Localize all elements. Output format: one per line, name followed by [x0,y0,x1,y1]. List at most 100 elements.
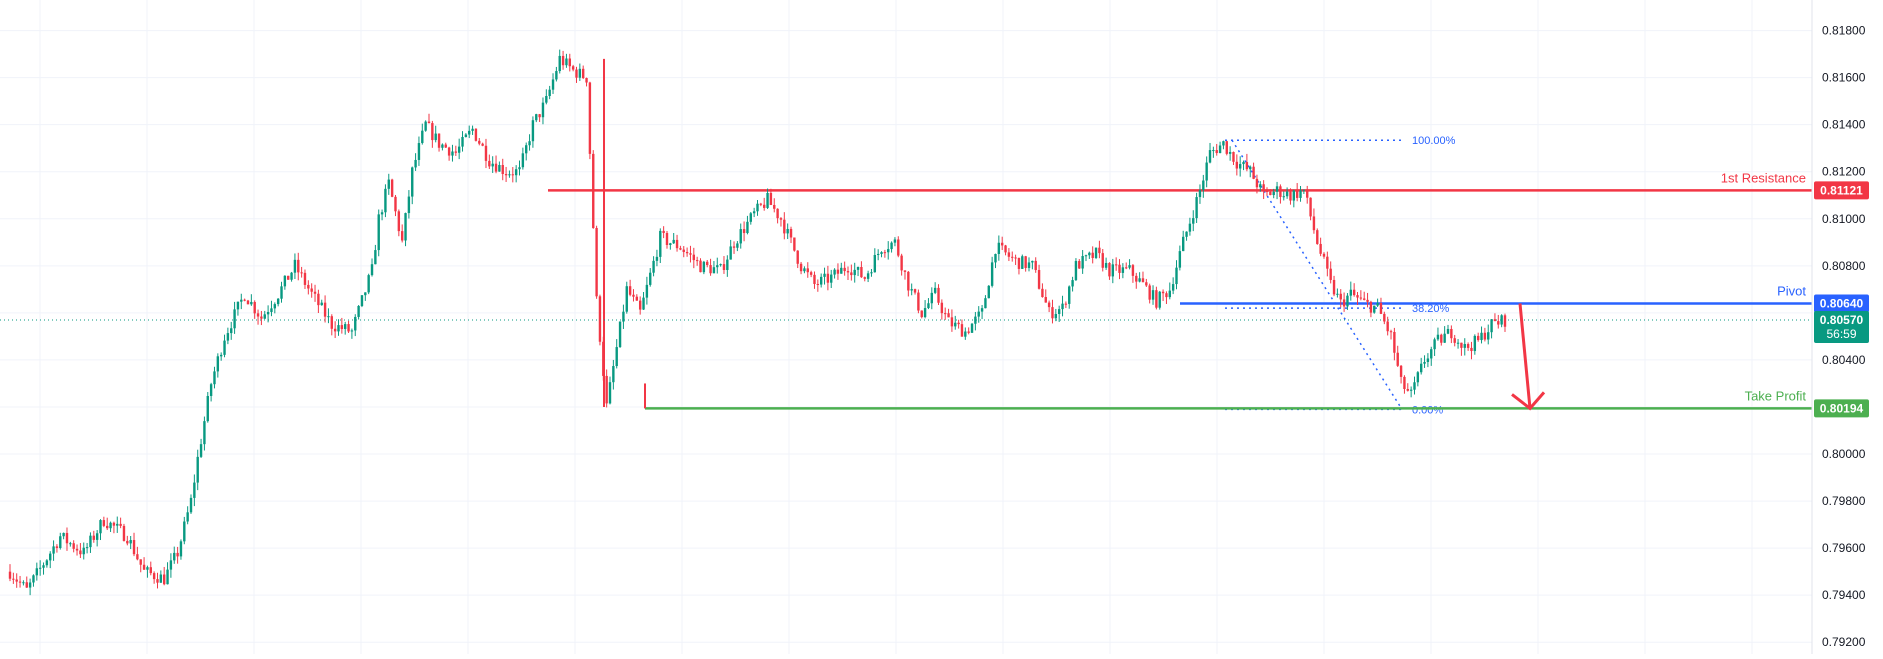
candle-body [266,311,270,315]
candle-body [1463,344,1466,348]
candle-body [283,275,287,287]
candle-body [722,264,726,270]
candle-body [196,456,199,483]
candle-body [122,525,126,541]
candle-body [22,582,25,584]
candle-body [1326,256,1329,269]
candle-body [441,144,444,148]
candle-body [853,269,856,276]
candle-body [799,263,803,272]
candle-body [132,540,136,555]
candle-body [1399,365,1403,377]
candle-body [179,541,183,557]
level-price-badge-text: 0.80640 [1820,296,1864,310]
candle-body [454,151,458,153]
candle-body [1306,189,1309,198]
candle-body [18,581,22,583]
candle-body [1470,347,1473,352]
price-tick-label: 0.81000 [1822,212,1866,226]
candle-body [1228,151,1232,154]
candle-body [1383,313,1386,322]
candle-body [189,497,193,513]
price-tick-label: 0.79800 [1822,494,1866,508]
candle-body [1342,299,1346,307]
candle-body [1426,358,1430,362]
price-axis[interactable]: 0.81800 0.81600 0.81400 0.81200 0.81000 0.808… [1811,0,1869,654]
candle-body [1212,150,1215,152]
candle-body [253,301,256,314]
candle-body [726,259,729,270]
price-tick-label: 0.79400 [1822,588,1866,602]
candle-body [380,212,384,215]
candle-body [994,253,997,263]
candle-body [1027,262,1031,268]
candle-body [665,232,669,246]
candle-body [280,286,283,299]
candle-body [35,568,39,576]
candle-body [974,316,977,324]
candle-body [887,249,890,253]
candle-body [592,153,595,228]
candle-body [1269,191,1272,196]
candle-body [970,323,974,333]
candle-body [360,295,364,306]
candle-body [488,160,491,167]
candle-body [960,324,964,337]
candle-body [1195,197,1198,219]
candle-body [1131,265,1135,276]
candle-body [297,259,300,273]
candle-body [913,289,917,293]
price-tick-label: 0.81400 [1822,118,1866,132]
candle-body [109,522,112,529]
candle-body [565,58,568,66]
candle-body [323,302,327,317]
candle-body [1493,319,1497,322]
candle-body [216,356,220,372]
candle-body [1155,290,1158,308]
candle-body [474,128,478,141]
candle-body [555,71,558,80]
candle-body [712,267,716,274]
candle-body [551,79,555,90]
candle-body [1409,389,1413,391]
candle-body [809,272,813,275]
candle-body [45,560,49,566]
candle-body [652,260,655,273]
candle-body [1252,166,1255,179]
candle-body [28,582,32,588]
candle-body [1011,256,1014,258]
candle-body [618,321,622,348]
candle-body [1121,267,1125,273]
candle-body [276,298,280,305]
candle-body [1218,145,1222,154]
candle-body [521,153,525,168]
candle-body [82,547,85,555]
candle-body [1101,253,1104,268]
candle-body [243,299,246,301]
candle-body [883,252,887,254]
candle-body [1379,302,1383,314]
candle-body [783,219,786,234]
candle-body [116,523,119,526]
candle-body [139,559,142,565]
level-price-badge [1814,294,1869,313]
candle-body [1071,280,1074,287]
candle-body [679,248,682,250]
candle-body [571,66,575,70]
candle-body [1021,256,1024,269]
candle-body [501,165,504,175]
candle-body [1104,262,1108,268]
candle-body [806,268,809,273]
candle-body [1440,334,1443,343]
candle-body [1480,332,1483,341]
candle-body [545,95,548,103]
candle-body [1319,243,1322,254]
candle-body [333,328,337,332]
candle-body [1443,333,1446,343]
price-tick-label: 0.81200 [1822,165,1866,179]
candle-body [984,298,987,309]
candle-body [1285,191,1289,197]
candle-body [414,159,417,168]
candle-body [957,322,960,325]
